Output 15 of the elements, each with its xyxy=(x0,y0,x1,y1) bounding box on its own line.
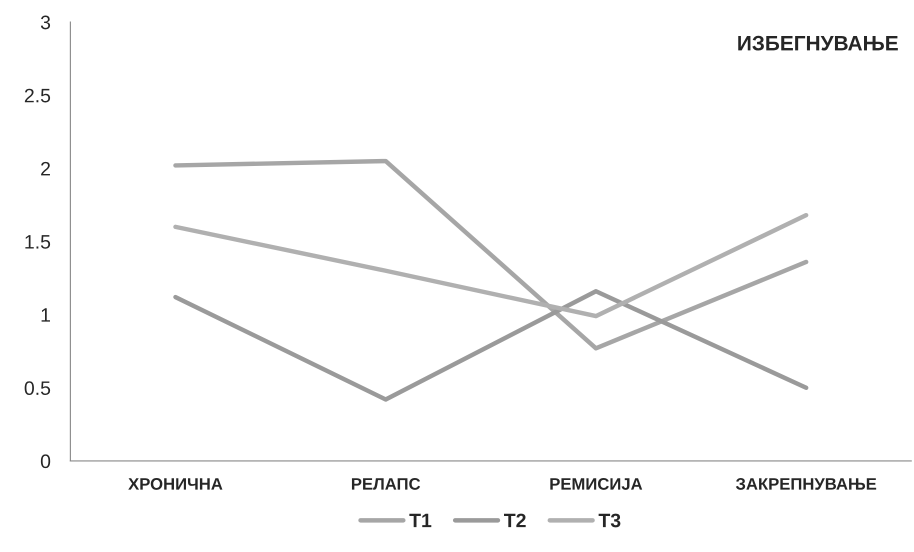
legend-label: T3 xyxy=(598,514,620,528)
legend-label: T1 xyxy=(409,514,432,528)
y-tick-label: 0.5 xyxy=(24,381,50,396)
x-tick-label: ХРОНИЧНА xyxy=(128,478,222,490)
y-tick-label: 1.5 xyxy=(25,235,50,249)
y-tick-label: 0 xyxy=(40,454,50,468)
x-tick-label: РЕМИСИЈА xyxy=(550,478,642,490)
y-tick-label: 2.5 xyxy=(24,88,50,102)
x-tick-label: РЕЛАПС xyxy=(352,478,420,490)
y-tick-label: 2 xyxy=(41,162,50,176)
x-tick-label: ЗАКРЕПНУВАЊЕ xyxy=(736,478,876,490)
y-tick-label: 1 xyxy=(42,308,50,322)
legend-label: T2 xyxy=(504,514,526,528)
y-tick-label: 3 xyxy=(40,16,50,30)
text: ИЗБЕГНУВАЊЕ xyxy=(738,36,898,51)
